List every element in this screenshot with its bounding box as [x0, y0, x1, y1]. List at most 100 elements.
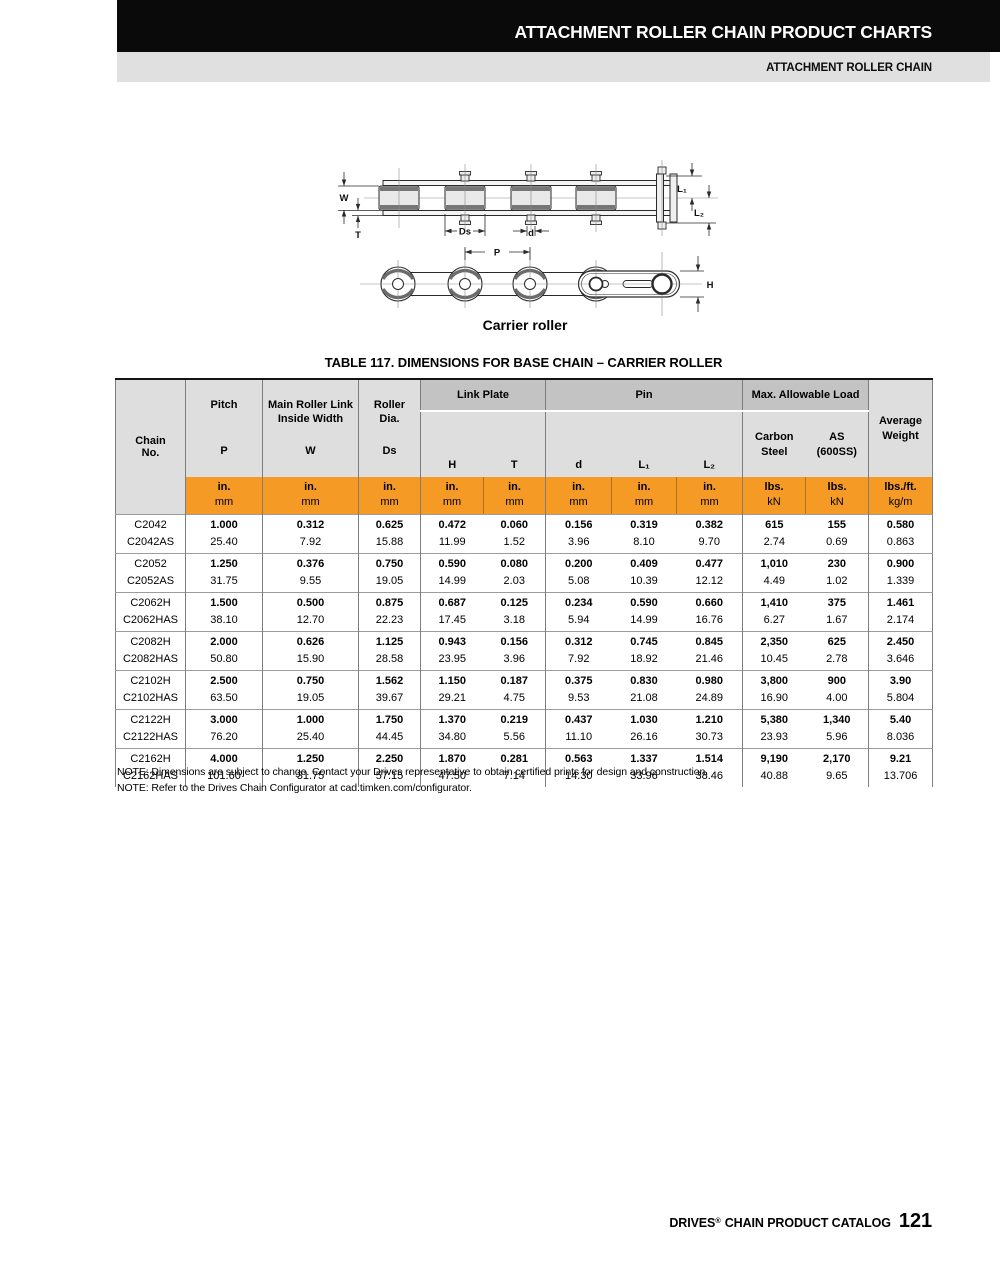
value-metric: 1.02 — [826, 574, 848, 587]
col-header-l1: L₁ — [611, 411, 677, 477]
value-cell: 2.500 63.50 — [185, 670, 263, 709]
value-inch: 1.150 — [438, 675, 467, 687]
value-cell: 0.626 15.90 — [262, 631, 359, 670]
note-line: NOTE: Refer to the Drives Chain Configur… — [117, 781, 472, 794]
value-metric: 7.92 — [299, 535, 322, 548]
value-cell: 0.687 17.45 — [420, 592, 484, 631]
value-cell: 375 1.67 — [806, 592, 869, 631]
value-cell: 0.375 9.53 — [545, 670, 612, 709]
value-inch: 0.156 — [564, 519, 593, 531]
value-metric: 1.339 — [886, 574, 915, 587]
value-inch: 0.590 — [630, 597, 658, 609]
value-metric: 5.94 — [568, 613, 590, 626]
value-inch: 0.626 — [296, 636, 325, 648]
value-inch: 1.870 — [438, 753, 467, 766]
value-cell: 0.660 16.76 — [677, 592, 743, 631]
value-metric: 23.93 — [760, 730, 789, 743]
value-metric: 4.75 — [503, 691, 525, 704]
value-cell: 1.514 38.46 — [677, 748, 743, 787]
value-inch: 1.514 — [695, 753, 724, 766]
value-metric: 1.52 — [503, 535, 525, 548]
value-inch: 0.900 — [886, 558, 915, 570]
value-inch: 0.060 — [500, 519, 529, 531]
units-cell: lbs. kN — [742, 477, 806, 514]
value-metric: 5.804 — [886, 691, 915, 704]
value-cell: 1.250 31.75 — [262, 748, 359, 787]
value-metric: 18.92 — [630, 652, 658, 665]
chain-no-primary: C2052 — [134, 558, 167, 570]
value-cell: 0.900 1.339 — [868, 553, 933, 592]
value-inch: 0.375 — [564, 675, 593, 687]
value-metric: 14.30 — [564, 769, 593, 782]
chain-no-cell: C2062H C2062HAS — [116, 592, 186, 631]
value-cell: 1.461 2.174 — [868, 592, 933, 631]
value-inch: 3.90 — [889, 675, 912, 687]
value-cell: 625 2.78 — [806, 631, 869, 670]
value-cell: 1.870 47.50 — [420, 748, 484, 787]
col-header-carbon-steel: Carbon Steel — [742, 411, 806, 477]
value-metric: 30.73 — [695, 730, 724, 743]
value-cell: 0.943 23.95 — [420, 631, 484, 670]
value-metric: 4.49 — [763, 574, 785, 587]
dimensions-table-wrap: Chain No. Pitch P Main Roller Link Insid… — [115, 378, 934, 787]
col-header-roller-dia: Roller Dia. Ds — [358, 379, 421, 477]
value-inch: 0.312 — [296, 519, 325, 531]
value-cell: 3.000 76.20 — [185, 709, 263, 748]
group-header-max-load: Max. Allowable Load — [742, 379, 869, 413]
value-cell: 0.080 2.03 — [484, 553, 546, 592]
chain-no-primary: C2082H — [130, 636, 171, 648]
value-metric: 33.96 — [630, 769, 658, 782]
value-inch: 0.437 — [564, 714, 593, 726]
value-cell: 0.472 11.99 — [420, 514, 484, 553]
value-cell: 2,350 10.45 — [742, 631, 806, 670]
value-cell: 0.382 9.70 — [677, 514, 743, 553]
value-inch: 5,380 — [760, 714, 789, 726]
value-metric: 57.15 — [375, 769, 404, 782]
dimensions-table: Chain No. Pitch P Main Roller Link Insid… — [115, 378, 934, 787]
units-cell: in. mm — [611, 477, 677, 514]
chain-no-cell: C2052 C2052AS — [116, 553, 186, 592]
value-metric: 44.45 — [375, 730, 404, 743]
col-header-t: T — [483, 411, 546, 477]
value-inch: 1.337 — [630, 753, 658, 766]
value-cell: 1.250 31.75 — [185, 553, 263, 592]
note-line: NOTE: Dimensions are subject to change. … — [117, 766, 709, 778]
value-inch: 0.472 — [438, 519, 467, 531]
value-inch: 1.250 — [210, 558, 238, 570]
table-title: TABLE 117. DIMENSIONS FOR BASE CHAIN – C… — [324, 355, 723, 370]
value-inch: 1.370 — [438, 714, 467, 726]
chain-no-cell: C2122H C2122HAS — [116, 709, 186, 748]
value-inch: 3,800 — [760, 675, 789, 687]
col-header-l2: L₂ — [676, 411, 743, 477]
units-cell: in. mm — [420, 477, 484, 514]
value-inch: 0.125 — [500, 597, 529, 609]
units-cell: in. mm — [483, 477, 546, 514]
value-metric: 14.99 — [438, 574, 467, 587]
value-metric: 17.45 — [438, 613, 467, 626]
value-metric: 9.65 — [826, 769, 848, 782]
value-metric: 2.03 — [503, 574, 525, 587]
value-inch: 0.750 — [375, 558, 404, 570]
group-header-link-plate: Link Plate — [420, 379, 546, 413]
chain-no-primary: C2122H — [130, 714, 171, 726]
value-inch: 1,410 — [760, 597, 789, 609]
col-header-chain-no: Chain No. — [115, 379, 186, 514]
units-cell: in. mm — [545, 477, 612, 514]
value-cell: 230 1.02 — [806, 553, 869, 592]
units-cell: in. mm — [675, 477, 743, 514]
value-cell: 0.980 24.89 — [677, 670, 743, 709]
value-inch: 1.562 — [375, 675, 404, 687]
value-metric: 5.56 — [503, 730, 525, 743]
dim-label-p: P — [494, 248, 501, 259]
page-number: 121 — [898, 1210, 932, 1232]
value-inch: 0.500 — [296, 597, 325, 609]
value-metric: 7.92 — [568, 652, 590, 665]
value-inch: 1,340 — [823, 714, 851, 726]
inside-width-label: Main Roller Link Inside Width — [268, 399, 353, 425]
value-cell: 1,340 5.96 — [806, 709, 869, 748]
value-inch: 0.080 — [500, 558, 529, 570]
value-cell: 3,800 16.90 — [742, 670, 806, 709]
value-cell: 1,410 6.27 — [742, 592, 806, 631]
subheader-bar: ATTACHMENT ROLLER CHAIN — [117, 52, 990, 82]
chain-no-cell: C2162H C2162HAS — [116, 748, 186, 787]
